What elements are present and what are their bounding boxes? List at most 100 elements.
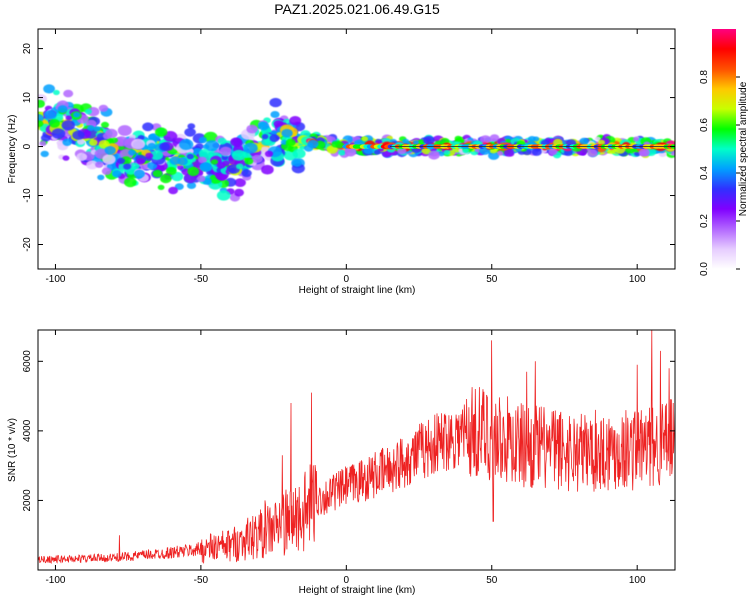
spectrogram-cell	[241, 169, 252, 178]
spectrogram-cell	[98, 139, 110, 149]
spectrogram-cell	[150, 150, 164, 160]
snr-ticks: -100 -50 0 50 100 2000 4000 6000	[22, 330, 675, 586]
y-tick-label: 6000	[22, 350, 33, 373]
spectrogram-cell	[95, 161, 104, 168]
colorbar-ticks: 0.0 0.2 0.4 0.6 0.8	[699, 70, 740, 276]
spectrogram-cell	[633, 136, 639, 142]
spectrogram-cell	[335, 141, 345, 149]
spectrogram-cell	[49, 119, 60, 128]
spectrogram-ylabel: Frequency (Hz)	[7, 115, 18, 184]
spectrogram-cell	[38, 99, 45, 108]
colorbar-tick-label: 0.2	[699, 214, 710, 228]
spectrogram-cell	[38, 120, 44, 128]
spectrogram-cell	[124, 177, 137, 188]
snr-frame	[37, 329, 676, 571]
spectrogram-cell	[289, 116, 302, 126]
spectrogram-cell	[402, 138, 410, 145]
spectrogram-cell	[217, 137, 227, 145]
spectrogram-cell	[246, 124, 258, 134]
spectrogram-cell	[177, 164, 184, 170]
spectrogram-cell	[292, 148, 306, 159]
spectrogram-cell	[145, 152, 154, 159]
spectrogram-cell	[361, 136, 369, 142]
spectrogram-cell	[87, 125, 95, 131]
spectrogram-cell	[159, 142, 171, 151]
spectrogram-cell	[489, 134, 500, 142]
x-tick-label: -100	[45, 274, 65, 285]
spectrogram-cell	[299, 145, 306, 150]
spectrogram-cell	[307, 139, 319, 149]
spectrogram-cell	[102, 154, 116, 165]
spectrogram-cell	[65, 115, 73, 121]
spectrogram-cell	[553, 138, 563, 147]
spectrogram-cell	[280, 139, 288, 145]
spectrogram-cell	[53, 89, 60, 96]
x-tick-label: 100	[629, 575, 646, 586]
spectrogram-cell	[462, 148, 469, 154]
spectrogram-cell	[231, 149, 246, 161]
spectrogram-cell	[165, 166, 177, 176]
spectrogram-cell	[338, 149, 346, 156]
spectrogram-cell	[196, 175, 206, 182]
spectrogram-cell	[187, 166, 200, 177]
spectrogram-cell	[39, 140, 47, 147]
colorbar-tick-label: 0.0	[699, 262, 710, 276]
y-tick-label: 0	[22, 143, 33, 149]
spectrogram-frame	[37, 28, 676, 270]
spectrogram-cell	[292, 159, 302, 167]
spectrogram-cell	[61, 120, 75, 131]
spectrogram-cell	[532, 136, 540, 142]
spectrogram-cell	[579, 137, 589, 145]
x-tick-label: 50	[486, 575, 498, 586]
colorbar-tick-label: 0.8	[699, 70, 710, 84]
colorbar-label: Normalized spectral amplitude	[738, 81, 749, 216]
figure-title: PAZ1.2025.021.06.49.G15	[274, 1, 440, 17]
spectrogram-cell	[497, 150, 504, 156]
spectrogram-cell	[110, 137, 118, 143]
x-tick-label: 0	[344, 575, 350, 586]
spectrogram-cell	[101, 167, 112, 175]
spectrogram-cell	[134, 169, 145, 179]
spectrogram-cell	[63, 89, 74, 98]
spectrogram-cell	[57, 105, 68, 113]
spectrogram-cell	[412, 140, 419, 145]
y-tick-label: 20	[22, 43, 33, 55]
spectrogram-cell	[51, 128, 66, 139]
spectrogram-cell	[219, 146, 232, 156]
spectrogram-cell	[199, 162, 212, 172]
spectrogram-cell	[671, 151, 675, 156]
spectrogram-cell	[234, 188, 244, 197]
spectrogram-cell	[258, 121, 270, 131]
spectrogram-cell	[179, 139, 194, 150]
spectrogram-cell	[423, 135, 435, 145]
spectrogram-cell	[204, 140, 220, 152]
spectrogram-cell	[531, 148, 542, 156]
spectrogram-cell	[285, 138, 296, 147]
spectrogram-cell	[281, 128, 293, 138]
spectrogram-cell	[73, 112, 81, 118]
spectrogram-cell	[594, 136, 601, 141]
spectrogram-cell	[117, 125, 132, 136]
spectrogram-cell	[97, 174, 105, 181]
spectrogram-cell	[131, 138, 146, 150]
spectrogram-cell	[198, 156, 207, 164]
spectrogram-cell	[123, 163, 132, 170]
spectrogram-cell	[157, 184, 165, 190]
spectrogram-cell	[269, 134, 280, 143]
spectrogram-cell	[210, 159, 219, 165]
spectrogram-cell	[186, 182, 197, 189]
colorbar-tick-label: 0.6	[699, 118, 710, 132]
spectrogram-cell	[112, 170, 122, 178]
spectrogram-cell	[40, 134, 51, 142]
y-tick-label: 2000	[22, 489, 33, 512]
colorbar-tick-label: 0.4	[699, 166, 710, 180]
spectrogram-cell	[102, 132, 112, 140]
spectrogram-cell	[443, 149, 451, 156]
x-tick-label: -100	[45, 575, 65, 586]
spectrogram-xlabel: Height of straight line (km)	[299, 285, 416, 296]
x-tick-label: 50	[486, 274, 498, 285]
spectrogram-cell	[186, 153, 194, 160]
spectrogram-cell	[244, 157, 254, 165]
